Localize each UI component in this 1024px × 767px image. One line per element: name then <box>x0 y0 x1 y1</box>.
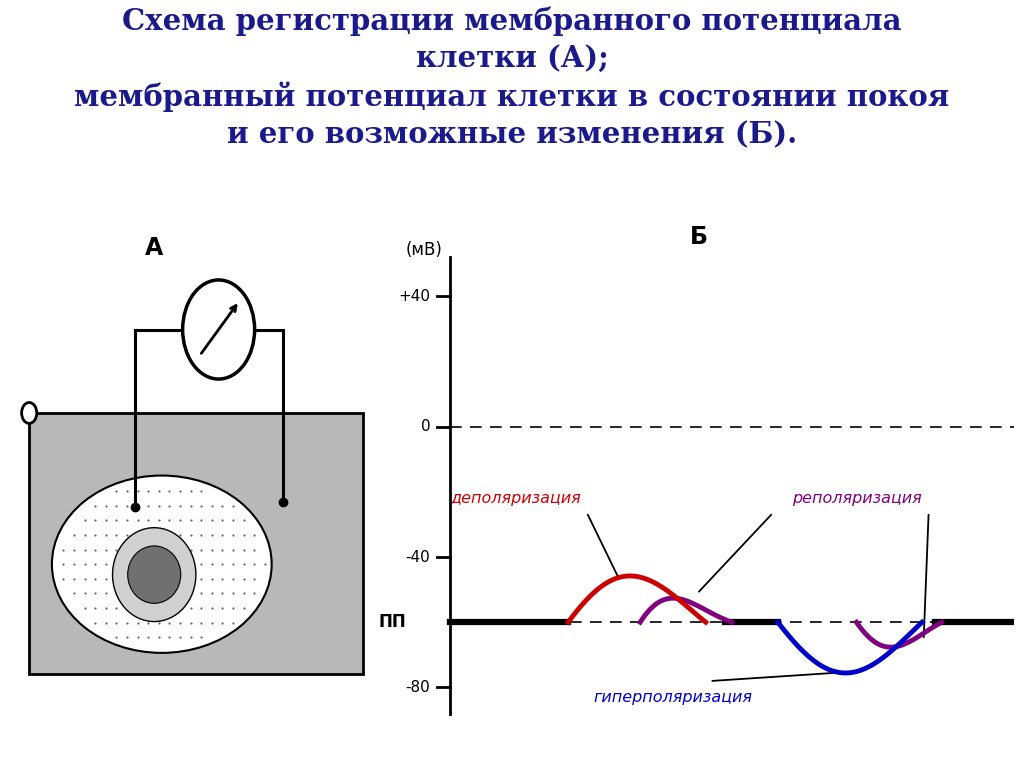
Bar <box>29 413 362 673</box>
Text: реполяризация: реполяризация <box>792 491 922 506</box>
Text: 0: 0 <box>421 419 430 434</box>
Text: гиперполяризация: гиперполяризация <box>594 690 753 705</box>
Ellipse shape <box>113 528 196 621</box>
Ellipse shape <box>52 476 271 653</box>
Text: Б: Б <box>690 225 709 249</box>
Text: Схема регистрации мембранного потенциала
клетки (А);
мембранный потенциал клетки: Схема регистрации мембранного потенциала… <box>75 6 949 149</box>
Ellipse shape <box>128 546 180 604</box>
Text: -80: -80 <box>406 680 430 695</box>
Text: -40: -40 <box>406 549 430 565</box>
Text: (мВ): (мВ) <box>406 241 442 258</box>
Text: ПП: ПП <box>378 614 406 631</box>
Text: деполяризация: деполяризация <box>451 491 581 506</box>
Text: А: А <box>145 235 164 259</box>
Circle shape <box>182 280 255 379</box>
Text: +40: +40 <box>398 288 430 304</box>
Circle shape <box>22 403 37 423</box>
